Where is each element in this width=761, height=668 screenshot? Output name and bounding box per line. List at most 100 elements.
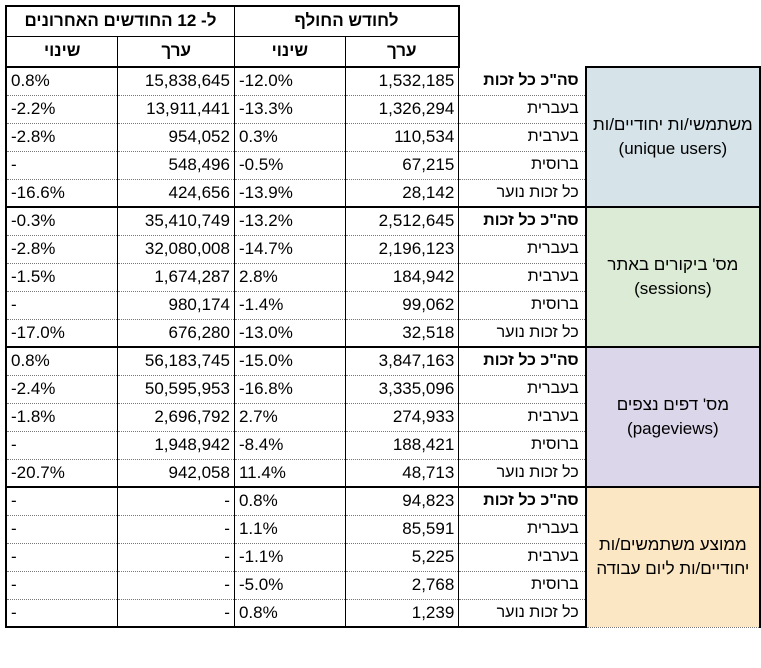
- year-change-cell: -: [5, 487, 119, 516]
- month-value-cell: 3,335,096: [345, 375, 460, 404]
- month-change-cell: -13.3%: [234, 95, 346, 124]
- month-value-cell: 5,225: [345, 543, 460, 572]
- row-label: בעברית: [458, 235, 587, 264]
- row-label: ברוסית: [458, 571, 587, 600]
- month-change-cell: -13.2%: [234, 207, 346, 236]
- year-change-cell: -17.0%: [5, 319, 119, 348]
- table-row: -2.8% 954,052 0.3% 110,534 בערבית: [5, 123, 760, 152]
- month-change-cell: -13.9%: [234, 179, 346, 208]
- year-change-cell: -: [5, 291, 119, 320]
- year-change-cell: -2.4%: [5, 375, 119, 404]
- month-change-cell: -5.0%: [234, 571, 346, 600]
- table-row: 0.8% 56,183,745 -15.0% 3,847,163 סה"כ כל זכו…: [5, 346, 761, 488]
- year-value-cell: -: [117, 543, 235, 572]
- table-row: - - -1.1% 5,225 בערבית: [5, 543, 760, 572]
- table-row: - -0.8% 1,239 כל זכות נוער: [5, 599, 760, 628]
- year-change-cell: -16.6%: [5, 179, 119, 208]
- year-value-cell: 1,674,287: [117, 263, 235, 292]
- row-label: סה"כ כל זכות: [458, 487, 587, 516]
- month-change-cell: -14.7%: [234, 235, 346, 264]
- year-value-cell: 1,948,942: [117, 431, 235, 460]
- month-change-cell: 2.7%: [234, 403, 346, 432]
- table-row: -2.8% 32,080,008 -14.7% 2,196,123 בעברית: [5, 235, 760, 264]
- year-value-cell: 2,696,792: [117, 403, 235, 432]
- header-last-month: לחודש החולף: [233, 5, 460, 37]
- month-change-cell: -15.0%: [234, 347, 346, 376]
- header-sub-row: שינוי ערך שינוי ערך: [5, 35, 760, 68]
- row-label: ברוסית: [458, 291, 587, 320]
- category-label: משתמשי/ות יחודיים/ות (unique users): [584, 66, 761, 208]
- year-change-cell: 0.8%: [5, 347, 119, 376]
- month-value-cell: 85,591: [345, 515, 460, 544]
- month-change-cell: -12.0%: [234, 67, 346, 96]
- year-change-cell: -2.8%: [5, 235, 119, 264]
- year-value-cell: -: [117, 487, 235, 516]
- row-label: כל זכות נוער: [458, 179, 587, 208]
- row-label: בערבית: [458, 403, 587, 432]
- year-value-cell: -: [117, 571, 235, 600]
- year-change-cell: -: [5, 571, 119, 600]
- category-label: ממוצע משתמשים/ות יחודיים/ות ליום עבודה: [584, 486, 761, 628]
- month-value-cell: 110,534: [345, 123, 460, 152]
- table-row: -20.7% 942,058 11.4% 48,713 כל זכות נוער: [5, 459, 760, 488]
- year-value-cell: 954,052: [117, 123, 235, 152]
- month-change-cell: 0.8%: [234, 487, 346, 516]
- month-value-cell: 2,768: [345, 571, 460, 600]
- month-value-cell: 67,215: [345, 151, 460, 180]
- year-change-cell: -20.7%: [5, 459, 119, 488]
- year-value-cell: 15,838,645: [117, 67, 235, 96]
- table-row: -0.3% 35,410,749 -13.2% 2,512,645 סה"כ כל זכ…: [5, 206, 761, 348]
- year-value-cell: -: [117, 515, 235, 544]
- table-row: -980,174 -1.4% 99,062 ברוסית: [5, 291, 760, 320]
- stats-table: ל- 12 החודשים האחרונים לחודש החולף שינוי…: [4, 5, 761, 628]
- year-change-cell: -: [5, 599, 119, 628]
- row-label: סה"כ כל זכות: [458, 67, 587, 96]
- month-change-cell: -0.5%: [234, 151, 346, 180]
- month-change-cell: -13.0%: [234, 319, 346, 348]
- table-row: -17.0% 676,280 -13.0% 32,518 כל זכות נוער: [5, 319, 760, 348]
- table-row: -2.4% 50,595,953 -16.8% 3,335,096 בעברית: [5, 375, 760, 404]
- header-12m-value: ערך: [117, 35, 235, 68]
- row-label: ברוסית: [458, 431, 587, 460]
- year-value-cell: 424,656: [117, 179, 235, 208]
- month-value-cell: 1,239: [345, 599, 460, 628]
- table-row: 0.8% 15,838,645 -12.0% 1,532,185 סה"כ כל זכו…: [5, 66, 761, 208]
- month-value-cell: 28,142: [345, 179, 460, 208]
- year-value-cell: 13,911,441: [117, 95, 235, 124]
- month-value-cell: 274,933: [345, 403, 460, 432]
- row-label: בעברית: [458, 95, 587, 124]
- month-value-cell: 2,196,123: [345, 235, 460, 264]
- table-row: -16.6% 424,656 -13.9% 28,142 כל זכות נוער: [5, 179, 760, 208]
- table-body: 0.8% 15,838,645 -12.0% 1,532,185 סה"כ כל זכו…: [5, 66, 761, 628]
- month-value-cell: 3,847,163: [345, 347, 460, 376]
- table-row: -548,496 -0.5% 67,215 ברוסית: [5, 151, 760, 180]
- header-last-12-months: ל- 12 החודשים האחרונים: [4, 5, 235, 37]
- category-label: מס' ביקורים באתר (sessions): [584, 206, 761, 348]
- month-change-cell: 0.3%: [234, 123, 346, 152]
- row-label: כל זכות נוער: [458, 599, 587, 628]
- month-change-cell: -1.4%: [234, 291, 346, 320]
- header-blank: [458, 6, 760, 36]
- row-label: ברוסית: [458, 151, 587, 180]
- year-value-cell: -: [117, 599, 235, 628]
- header-12m-change: שינוי: [5, 35, 119, 68]
- table-row: - - -5.0% 2,768 ברוסית: [5, 571, 760, 600]
- table-row: - -1.1% 85,591 בעברית: [5, 515, 760, 544]
- month-value-cell: 1,532,185: [345, 67, 460, 96]
- row-label: סה"כ כל זכות: [458, 207, 587, 236]
- row-label: כל זכות נוער: [458, 459, 587, 488]
- header-group-row: ל- 12 החודשים האחרונים לחודש החולף: [4, 5, 760, 37]
- year-change-cell: 0.8%: [5, 67, 119, 96]
- table-row: -1,948,942 -8.4% 188,421 ברוסית: [5, 431, 760, 460]
- category-label: מס' דפים נצפים (pageviews): [584, 346, 761, 488]
- year-value-cell: 35,410,749: [117, 207, 235, 236]
- year-change-cell: -: [5, 543, 119, 572]
- month-value-cell: 1,326,294: [345, 95, 460, 124]
- year-value-cell: 548,496: [117, 151, 235, 180]
- row-label: כל זכות נוער: [458, 319, 587, 348]
- year-change-cell: -: [5, 431, 119, 460]
- month-change-cell: 0.8%: [234, 599, 346, 628]
- table-row: - -0.8% 94,823 סה"כ כל זכות ממוצע משתמשים/ות…: [5, 486, 761, 628]
- month-change-cell: -8.4%: [234, 431, 346, 460]
- header-month-value: ערך: [344, 35, 460, 68]
